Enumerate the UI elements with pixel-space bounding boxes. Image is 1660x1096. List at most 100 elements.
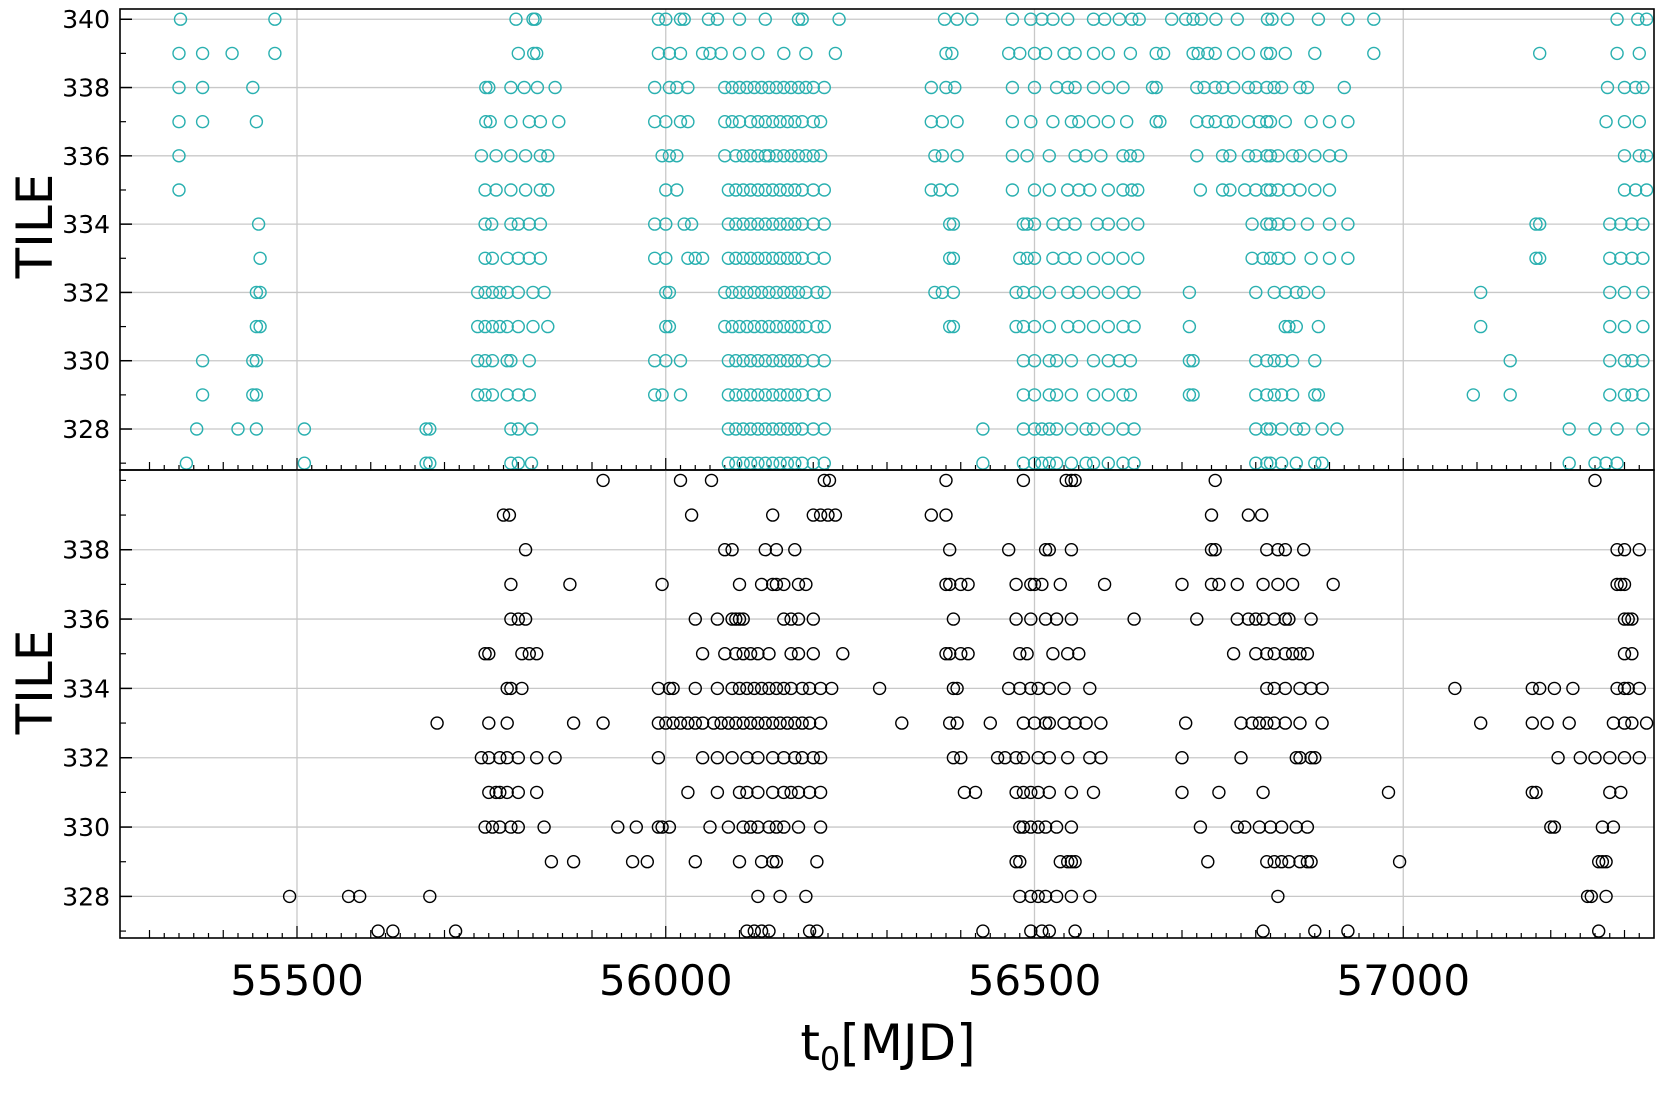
data-point	[1573, 751, 1588, 765]
y-tick-label: 330	[62, 347, 110, 376]
data-point	[1263, 820, 1278, 834]
data-point	[747, 681, 761, 696]
data-point	[527, 46, 541, 61]
data-point	[1304, 114, 1318, 129]
data-point	[1617, 716, 1632, 730]
data-point	[1274, 820, 1289, 834]
data-point	[1636, 251, 1650, 265]
data-point	[788, 354, 802, 368]
data-point	[751, 647, 765, 661]
data-point	[788, 543, 802, 557]
data-point	[725, 612, 739, 626]
data-point	[943, 716, 957, 730]
data-point	[751, 354, 765, 368]
data-point	[493, 751, 507, 765]
data-point	[1024, 114, 1038, 129]
data-point	[1125, 12, 1139, 26]
data-point	[1009, 319, 1023, 334]
data-point	[1031, 889, 1045, 904]
data-point	[1064, 785, 1079, 800]
data-point	[493, 285, 507, 300]
data-point	[766, 751, 780, 765]
data-point	[225, 46, 239, 61]
data-point	[666, 681, 680, 696]
top-panel: 328 330 332 334 336 338 340	[62, 5, 1655, 471]
data-point	[766, 855, 780, 869]
data-point	[1260, 855, 1274, 869]
data-point	[736, 354, 750, 368]
data-point	[1617, 577, 1632, 592]
data-point	[1024, 577, 1038, 592]
data-point	[762, 681, 776, 696]
data-point	[1532, 681, 1547, 696]
data-point	[688, 251, 702, 265]
data-point	[1274, 354, 1289, 368]
data-point	[1249, 149, 1263, 163]
data-point	[530, 647, 544, 661]
data-point	[766, 251, 780, 265]
data-point	[810, 319, 824, 334]
data-point	[1610, 456, 1624, 470]
data-point	[1260, 114, 1274, 129]
y-tick-label: 332	[62, 278, 110, 307]
data-point	[172, 46, 186, 61]
data-point	[500, 388, 514, 402]
data-point	[777, 612, 791, 626]
data-point	[659, 12, 673, 26]
data-point	[1249, 647, 1263, 661]
data-point	[1042, 422, 1057, 436]
data-point	[939, 508, 953, 522]
data-point	[1027, 422, 1042, 436]
data-point	[695, 647, 710, 661]
data-point	[1193, 820, 1208, 834]
data-point	[688, 681, 702, 696]
data-point	[172, 183, 186, 197]
data-point	[1016, 422, 1031, 436]
data-point	[817, 319, 831, 334]
data-point	[1304, 681, 1318, 696]
data-point	[718, 543, 732, 557]
data-point	[659, 354, 673, 368]
data-point	[950, 114, 964, 129]
data-point	[1013, 647, 1027, 661]
data-point	[795, 183, 809, 197]
data-point	[740, 319, 754, 334]
y-tick-label: 338	[62, 536, 110, 565]
data-point	[1311, 388, 1326, 402]
data-point	[1038, 543, 1053, 557]
data-point	[1289, 422, 1304, 436]
data-point	[1274, 80, 1289, 95]
data-point	[773, 217, 787, 231]
data-point	[1064, 855, 1079, 869]
data-point	[817, 80, 831, 95]
data-point	[736, 647, 750, 661]
data-point	[1625, 612, 1639, 626]
data-point	[537, 820, 551, 834]
data-point	[729, 217, 743, 231]
data-point	[1101, 80, 1116, 95]
data-point	[500, 354, 514, 368]
data-point	[777, 785, 791, 800]
data-point	[1086, 319, 1101, 334]
data-point	[659, 716, 673, 730]
data-point	[533, 251, 548, 265]
data-point	[939, 80, 953, 95]
data-point	[1046, 647, 1060, 661]
data-point	[1241, 149, 1256, 163]
data-point	[998, 751, 1012, 765]
data-point	[1237, 820, 1252, 834]
data-point	[515, 647, 529, 661]
data-point	[471, 354, 485, 368]
data-point	[1059, 473, 1073, 488]
data-point	[297, 456, 312, 470]
data-point	[718, 647, 732, 661]
data-point	[1016, 354, 1031, 368]
data-point	[1164, 12, 1179, 26]
data-point	[769, 319, 784, 334]
data-point	[1027, 577, 1042, 592]
data-point	[1072, 114, 1086, 129]
data-point	[1068, 855, 1082, 869]
data-point	[1260, 543, 1274, 557]
data-point	[1127, 456, 1141, 470]
data-point	[1322, 251, 1337, 265]
